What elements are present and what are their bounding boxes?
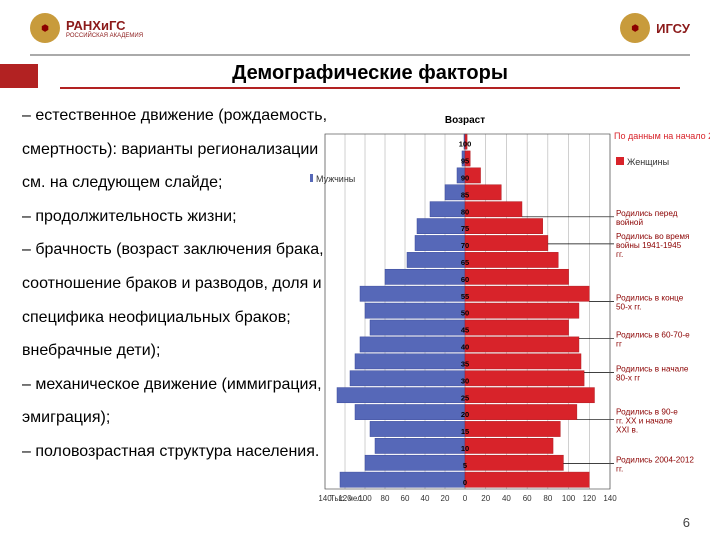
bullet-line: – брачность (возраст заключения брака,	[22, 233, 402, 267]
svg-text:Родились в 90-е: Родились в 90-е	[616, 408, 678, 417]
svg-text:гг. XX и начале: гг. XX и начале	[616, 417, 673, 426]
svg-text:Родились в начале: Родились в начале	[616, 364, 689, 373]
svg-text:30: 30	[461, 376, 469, 385]
bullet-list: – естественное движение (рождаемость,сме…	[22, 99, 402, 469]
svg-text:85: 85	[461, 190, 469, 199]
svg-text:15: 15	[461, 427, 469, 436]
bullet-line: – естественное движение (рождаемость,	[22, 99, 402, 133]
bullet-line: – половозрастная структура населения.	[22, 435, 402, 469]
svg-text:Тыс. чел.: Тыс. чел.	[330, 494, 364, 503]
svg-text:75: 75	[461, 224, 469, 233]
bullet-line: – механическое движение (иммиграция,	[22, 368, 402, 402]
svg-text:0: 0	[463, 494, 468, 503]
svg-text:55: 55	[461, 292, 469, 301]
page-title: Демографические факторы	[60, 62, 680, 89]
logo-left-sub: РОССИЙСКАЯ АКАДЕМИЯ	[66, 33, 143, 39]
svg-text:100: 100	[459, 140, 472, 149]
svg-text:90: 90	[461, 173, 469, 182]
svg-text:120: 120	[583, 494, 597, 503]
svg-text:95: 95	[461, 157, 469, 166]
title-wrap: Демографические факторы	[0, 62, 720, 89]
svg-text:Родились 2004-2012: Родились 2004-2012	[616, 456, 694, 465]
svg-text:5: 5	[463, 461, 467, 470]
svg-text:140: 140	[603, 494, 617, 503]
svg-text:Родились во время: Родились во время	[616, 232, 689, 241]
svg-text:20: 20	[441, 494, 450, 503]
svg-text:40: 40	[461, 343, 469, 352]
svg-text:60: 60	[461, 275, 469, 284]
svg-text:45: 45	[461, 326, 469, 335]
bullet-line: специфика неофициальных браков;	[22, 301, 402, 335]
svg-text:Возраст: Возраст	[445, 115, 485, 126]
svg-text:XXI в.: XXI в.	[616, 426, 638, 435]
svg-text:40: 40	[421, 494, 430, 503]
svg-text:25: 25	[461, 393, 469, 402]
svg-text:войны 1941-1945: войны 1941-1945	[616, 241, 682, 250]
svg-text:60: 60	[401, 494, 410, 503]
svg-text:50-х гг.: 50-х гг.	[616, 302, 641, 311]
svg-text:гг.: гг.	[616, 250, 623, 259]
title-marker	[0, 64, 38, 88]
svg-text:80: 80	[461, 207, 469, 216]
emblem-icon: ⬢	[620, 13, 650, 43]
svg-text:65: 65	[461, 258, 469, 267]
bullet-line: внебрачные дети);	[22, 334, 402, 368]
svg-text:80: 80	[543, 494, 552, 503]
svg-text:войной: войной	[616, 218, 643, 227]
svg-text:Родились в конце: Родились в конце	[616, 293, 684, 302]
svg-text:гг: гг	[616, 340, 622, 349]
svg-text:Родились в 60-70-е: Родились в 60-70-е	[616, 331, 690, 340]
svg-text:По данным на начало 2013 г.: По данным на начало 2013 г.	[614, 131, 710, 141]
svg-text:80-х гг: 80-х гг	[616, 373, 640, 382]
svg-text:40: 40	[502, 494, 511, 503]
bullet-line: – продолжительность жизни;	[22, 200, 402, 234]
bullet-line: смертность): варианты регионализации	[22, 133, 402, 167]
bullet-line: эмиграция);	[22, 401, 402, 435]
logo-right: ⬢ ИГСУ	[620, 13, 690, 43]
svg-text:80: 80	[381, 494, 390, 503]
svg-text:70: 70	[461, 241, 469, 250]
svg-text:100: 100	[562, 494, 576, 503]
logo-right-text: ИГСУ	[656, 21, 690, 36]
bullet-line: см. на следующем слайде;	[22, 166, 402, 200]
bullet-line: соотношение браков и разводов, доля и	[22, 267, 402, 301]
svg-text:50: 50	[461, 309, 469, 318]
svg-text:20: 20	[481, 494, 490, 503]
logo-left-text: РАНХиГС	[66, 18, 143, 33]
emblem-icon: ⬢	[30, 13, 60, 43]
header: ⬢ РАНХиГС РОССИЙСКАЯ АКАДЕМИЯ ⬢ ИГСУ	[0, 0, 720, 52]
svg-text:60: 60	[523, 494, 532, 503]
svg-text:Женщины: Женщины	[627, 157, 669, 167]
svg-text:гг.: гг.	[616, 465, 623, 474]
svg-text:0: 0	[463, 478, 467, 487]
header-divider	[30, 54, 690, 56]
svg-text:10: 10	[461, 444, 469, 453]
svg-text:20: 20	[461, 410, 469, 419]
logo-left: ⬢ РАНХиГС РОССИЙСКАЯ АКАДЕМИЯ	[30, 13, 143, 43]
svg-text:Родились перед: Родились перед	[616, 209, 678, 218]
page-number: 6	[683, 515, 690, 530]
svg-text:35: 35	[461, 359, 469, 368]
